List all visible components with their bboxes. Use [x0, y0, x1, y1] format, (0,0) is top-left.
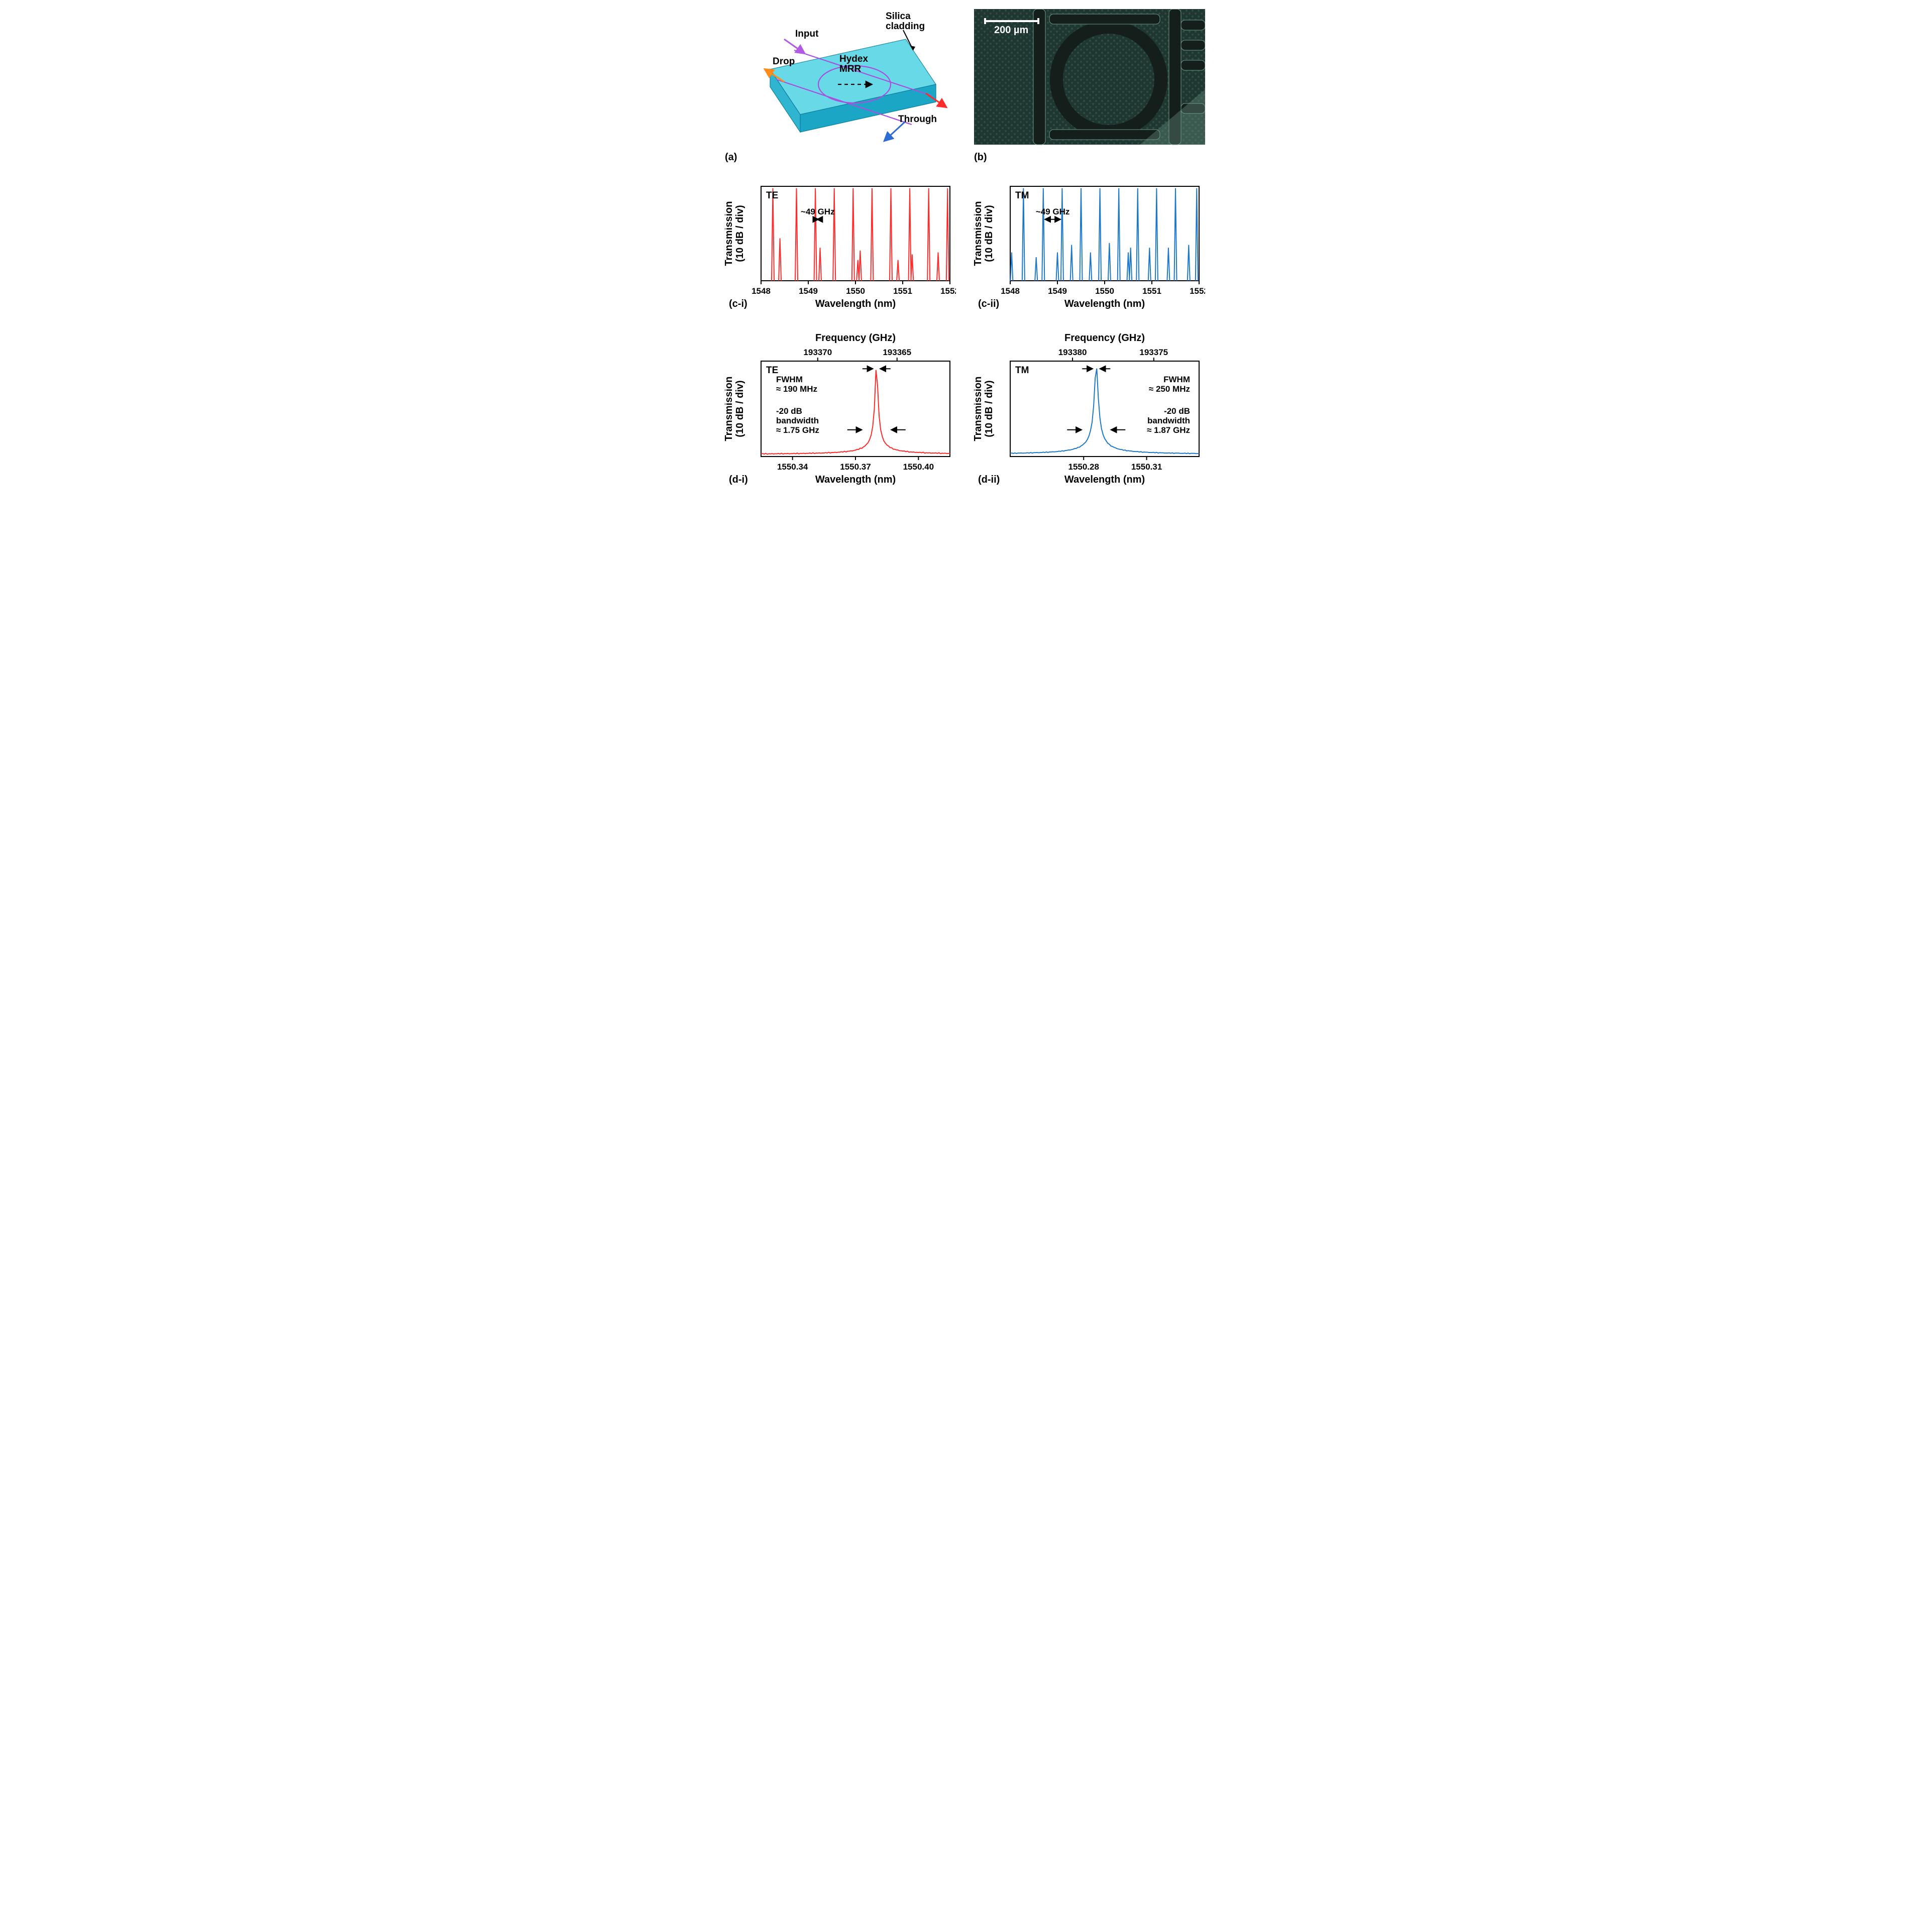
panel-c-i: 1548 1549 1550 1551 1552 TE ~49 GHz Transmissio… — [725, 180, 958, 316]
svg-text:1552: 1552 — [940, 286, 956, 296]
svg-text:1548: 1548 — [1001, 286, 1020, 296]
svg-text:Frequency (GHz): Frequency (GHz) — [815, 332, 896, 344]
label-b: (b) — [974, 152, 1207, 163]
svg-text:1550.28: 1550.28 — [1068, 462, 1099, 472]
svg-text:1551: 1551 — [1142, 286, 1161, 296]
panel-d-i-svg: Frequency (GHz) 193370 193365 1550.34 1550.3… — [725, 332, 956, 493]
svg-text:1549: 1549 — [799, 286, 818, 296]
svg-text:TE: TE — [766, 365, 778, 376]
svg-text:Through: Through — [898, 114, 937, 125]
panel-b: 200 µm (b) — [974, 9, 1207, 166]
svg-text:Wavelength (nm): Wavelength (nm) — [1064, 298, 1145, 309]
svg-text:193375: 193375 — [1139, 348, 1168, 357]
svg-text:TM: TM — [1015, 190, 1029, 201]
panel-d-ii: Frequency (GHz) 193380 193375 1550.28 1550.3… — [974, 332, 1207, 493]
svg-text:Transmission(10 dB / div): Transmission(10 dB / div) — [974, 201, 995, 266]
svg-text:Transmission(10 dB / div): Transmission(10 dB / div) — [725, 377, 745, 441]
svg-text:1551: 1551 — [893, 286, 912, 296]
svg-text:(d-ii): (d-ii) — [978, 474, 1000, 485]
svg-text:Transmission(10 dB / div): Transmission(10 dB / div) — [725, 201, 745, 266]
panel-d-i: Frequency (GHz) 193370 193365 1550.34 1550.3… — [725, 332, 958, 493]
svg-text:Wavelength (nm): Wavelength (nm) — [815, 474, 896, 485]
svg-text:1548: 1548 — [752, 286, 771, 296]
svg-text:1549: 1549 — [1048, 286, 1067, 296]
panel-a-svg: InputDropThroughHydexMRRSilicacladding — [725, 9, 956, 150]
svg-text:~49 GHz: ~49 GHz — [1036, 207, 1070, 216]
panel-b-svg: 200 µm — [974, 9, 1205, 150]
panel-d-ii-svg: Frequency (GHz) 193380 193375 1550.28 1550.3… — [974, 332, 1205, 493]
svg-text:1550: 1550 — [1095, 286, 1114, 296]
row-d: Frequency (GHz) 193370 193365 1550.34 1550.3… — [725, 332, 1207, 493]
figure-root: InputDropThroughHydexMRRSilicacladding (… — [720, 0, 1212, 508]
svg-text:Wavelength (nm): Wavelength (nm) — [1064, 474, 1145, 485]
panel-c-ii: 1548 1549 1550 1551 1552 TM ~49 GHz Transmissio… — [974, 180, 1207, 316]
svg-text:1550.40: 1550.40 — [903, 462, 934, 472]
svg-text:1550.34: 1550.34 — [777, 462, 808, 472]
label-a: (a) — [725, 152, 958, 163]
svg-text:200 µm: 200 µm — [994, 25, 1028, 36]
row-c: 1548 1549 1550 1551 1552 TE ~49 GHz Transmissio… — [725, 180, 1207, 316]
svg-text:1550: 1550 — [846, 286, 865, 296]
svg-text:Transmission(10 dB / div): Transmission(10 dB / div) — [974, 377, 995, 441]
svg-text:1552: 1552 — [1190, 286, 1205, 296]
svg-text:Frequency (GHz): Frequency (GHz) — [1064, 332, 1145, 344]
svg-text:Wavelength (nm): Wavelength (nm) — [815, 298, 896, 309]
svg-text:1550.31: 1550.31 — [1131, 462, 1162, 472]
svg-text:TM: TM — [1015, 365, 1029, 376]
svg-text:1550.37: 1550.37 — [840, 462, 871, 472]
row-ab: InputDropThroughHydexMRRSilicacladding (… — [725, 9, 1207, 166]
panel-c-ii-svg: 1548 1549 1550 1551 1552 TM ~49 GHz Transmissio… — [974, 180, 1205, 316]
svg-text:TE: TE — [766, 190, 778, 201]
panel-c-i-svg: 1548 1549 1550 1551 1552 TE ~49 GHz Transmissio… — [725, 180, 956, 316]
svg-text:193380: 193380 — [1058, 348, 1087, 357]
svg-text:~49 GHz: ~49 GHz — [801, 207, 835, 216]
svg-text:Input: Input — [795, 29, 819, 39]
svg-text:Silicacladding: Silicacladding — [886, 11, 925, 32]
svg-text:(d-i): (d-i) — [729, 474, 748, 485]
svg-text:193370: 193370 — [803, 348, 832, 357]
svg-text:193365: 193365 — [883, 348, 911, 357]
svg-text:(c-i): (c-i) — [729, 298, 747, 309]
svg-text:(c-ii): (c-ii) — [978, 298, 999, 309]
panel-a: InputDropThroughHydexMRRSilicacladding (… — [725, 9, 958, 166]
svg-text:Drop: Drop — [773, 56, 795, 67]
